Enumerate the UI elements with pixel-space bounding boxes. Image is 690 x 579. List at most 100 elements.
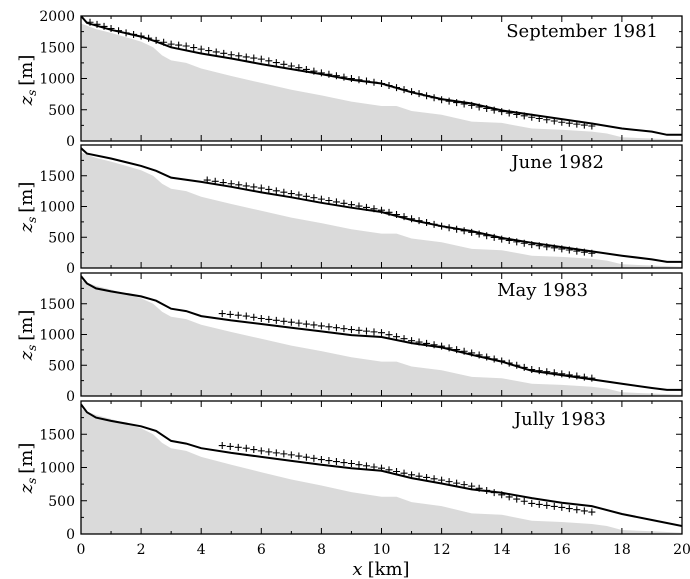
observed-point bbox=[280, 317, 288, 325]
observed-point bbox=[325, 70, 333, 78]
observed-point bbox=[86, 18, 94, 26]
observed-point bbox=[430, 220, 438, 228]
observed-point bbox=[302, 192, 310, 200]
observed-point bbox=[483, 232, 491, 240]
observed-point bbox=[475, 484, 483, 492]
chart-panel-3: May 1983 zs[m] 0 500 1000 1500 bbox=[16, 272, 683, 405]
x-tick-label: 14 bbox=[493, 542, 511, 558]
observed-point bbox=[257, 184, 265, 192]
observed-point bbox=[460, 481, 468, 489]
observed-point bbox=[550, 117, 558, 125]
x-tick-label: 20 bbox=[673, 542, 690, 558]
observed-point bbox=[242, 444, 250, 452]
observed-point bbox=[498, 357, 506, 365]
observed-point bbox=[475, 230, 483, 238]
observed-point bbox=[415, 338, 423, 346]
observed-point bbox=[325, 323, 333, 331]
observed-point bbox=[565, 119, 573, 127]
observed-point bbox=[362, 462, 370, 470]
observed-point bbox=[310, 321, 318, 329]
observed-point bbox=[520, 112, 528, 120]
observed-point bbox=[483, 353, 491, 361]
observed-point bbox=[370, 463, 378, 471]
observed-point bbox=[513, 361, 521, 369]
observed-point bbox=[430, 341, 438, 349]
x-tick-label: 12 bbox=[433, 542, 451, 558]
observed-point bbox=[490, 106, 498, 114]
chart-panel-2: June 1982 zs[m] 0 500 1000 1500 bbox=[16, 144, 683, 277]
observed-point bbox=[528, 366, 536, 374]
observed-point bbox=[535, 242, 543, 250]
observed-point bbox=[385, 466, 393, 474]
observed-point bbox=[250, 54, 258, 62]
observed-point bbox=[535, 115, 543, 122]
observed-point bbox=[543, 243, 551, 251]
observed-point bbox=[122, 29, 130, 37]
observed-point bbox=[498, 491, 506, 499]
observed-point bbox=[460, 100, 468, 108]
observed-point bbox=[205, 47, 213, 55]
observed-point bbox=[445, 344, 453, 352]
y-tick-label: 500 bbox=[48, 103, 75, 119]
y-tick-label: 1500 bbox=[39, 297, 75, 313]
observed-point bbox=[295, 452, 303, 460]
y-tick-label: 1000 bbox=[39, 461, 75, 477]
observed-point bbox=[580, 248, 588, 256]
observed-point bbox=[588, 249, 596, 257]
observed-point bbox=[385, 208, 393, 216]
observed-point bbox=[393, 333, 401, 341]
observed-point bbox=[393, 210, 401, 218]
observed-point bbox=[93, 20, 101, 28]
observed-point bbox=[558, 118, 566, 126]
y-tick-label: 1000 bbox=[39, 328, 75, 344]
observed-point bbox=[378, 329, 385, 337]
observed-point bbox=[408, 337, 416, 345]
observed-point bbox=[355, 326, 363, 334]
observed-point bbox=[287, 190, 295, 198]
observed-point bbox=[430, 475, 438, 483]
observed-point bbox=[226, 310, 234, 318]
observed-point bbox=[347, 326, 355, 334]
observed-point bbox=[317, 456, 325, 464]
x-tick-label: 16 bbox=[553, 542, 571, 558]
observed-point bbox=[160, 38, 168, 46]
observed-point bbox=[234, 311, 242, 319]
observed-point bbox=[505, 109, 513, 117]
observed-point bbox=[400, 213, 408, 221]
y-tick-label: 1500 bbox=[39, 40, 75, 56]
y-tick-label: 0 bbox=[66, 389, 75, 405]
observed-point bbox=[280, 450, 288, 458]
observed-point bbox=[580, 373, 588, 381]
observed-point bbox=[257, 447, 265, 455]
observed-point bbox=[227, 51, 235, 59]
y-tick-label: 0 bbox=[66, 261, 75, 277]
observed-point bbox=[468, 101, 476, 109]
observed-point bbox=[415, 90, 423, 98]
observed-point bbox=[490, 355, 498, 363]
observed-point bbox=[302, 453, 310, 461]
observed-point bbox=[218, 442, 226, 450]
x-tick-label: 0 bbox=[77, 542, 86, 558]
observed-point bbox=[423, 339, 431, 347]
observed-point bbox=[543, 368, 551, 376]
observed-point bbox=[130, 30, 138, 38]
observed-point bbox=[152, 36, 160, 44]
observed-point bbox=[535, 500, 543, 508]
observed-point bbox=[573, 120, 581, 128]
x-tick-label: 6 bbox=[257, 542, 266, 558]
observed-point bbox=[475, 103, 483, 111]
observed-point bbox=[295, 319, 303, 327]
plot-area bbox=[81, 147, 682, 268]
observed-point bbox=[490, 233, 498, 241]
observed-point bbox=[235, 52, 243, 60]
y-tick-label: 0 bbox=[66, 527, 75, 543]
observed-point bbox=[265, 315, 273, 323]
observed-point bbox=[250, 183, 258, 191]
observed-point bbox=[513, 495, 521, 503]
observed-point bbox=[453, 346, 461, 354]
panel-title: Jully 1983 bbox=[512, 409, 606, 430]
observed-point bbox=[257, 315, 265, 323]
observed-point bbox=[317, 322, 325, 330]
observed-point bbox=[438, 96, 446, 104]
